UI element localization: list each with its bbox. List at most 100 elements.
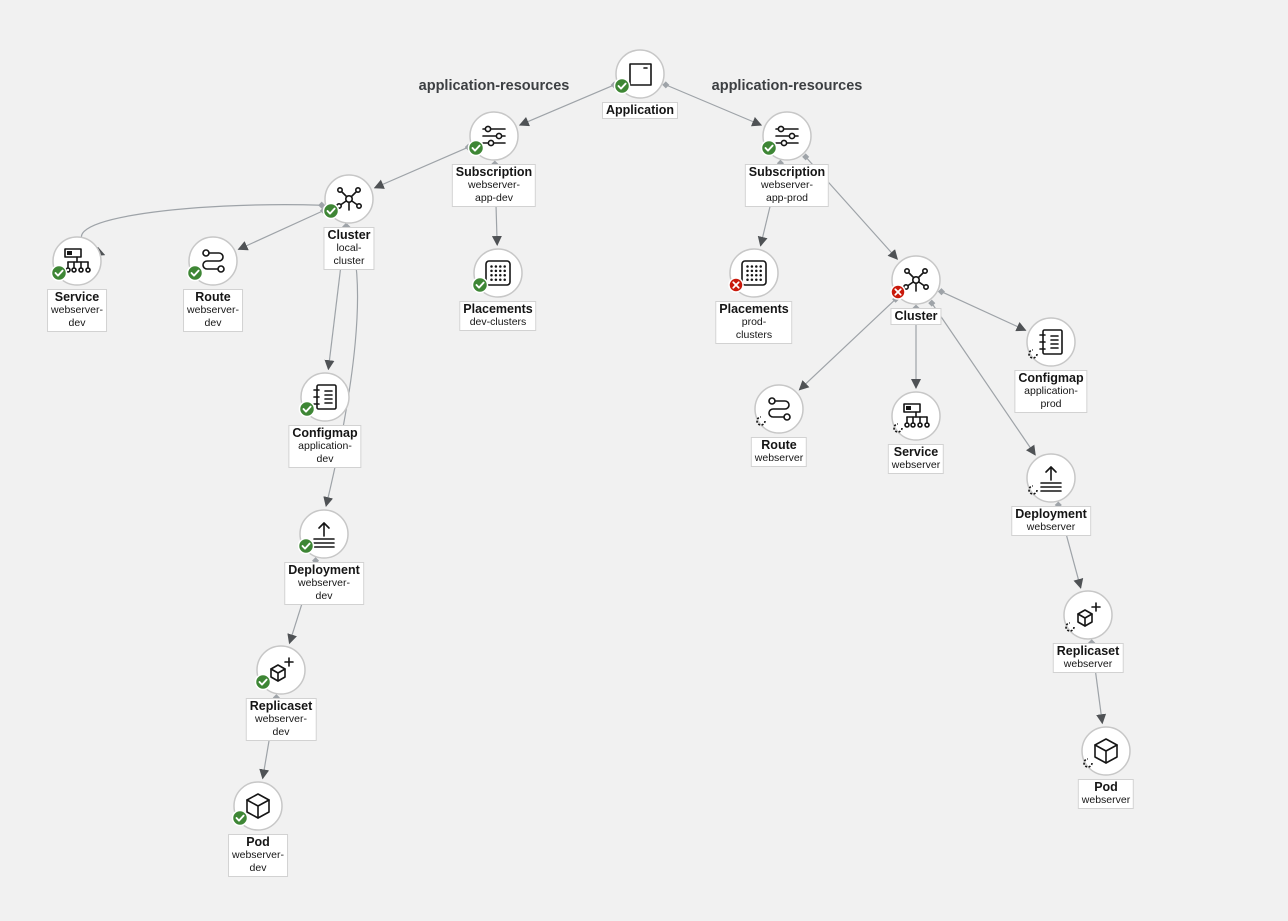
node-subtitle: application- (298, 440, 352, 452)
node-title: Deployment (288, 563, 360, 577)
placements-icon (741, 260, 767, 286)
replicaset-icon (270, 657, 294, 682)
node-title: Pod (1094, 780, 1118, 794)
node-svc-prod[interactable] (891, 391, 941, 441)
node-svc-dev[interactable] (50, 236, 102, 286)
node-pl-prod[interactable] (728, 248, 779, 298)
group-label-dev: application-resources (418, 78, 570, 94)
node-subtitle: prod- (741, 316, 767, 328)
node-title: Subscription (455, 165, 533, 179)
node-label-rs-prod: Replicaset webserver (1052, 643, 1124, 673)
status-pending-icon (1028, 349, 1038, 359)
node-label-app: Application (601, 102, 679, 119)
node-label-cm-prod: Configmap application-prod (1014, 370, 1088, 413)
node-dep-prod[interactable] (1026, 453, 1076, 503)
status-ok-icon (298, 400, 316, 418)
pod-icon (1094, 738, 1118, 764)
node-title: Placements (719, 302, 789, 316)
pod-icon (246, 793, 270, 819)
status-ok-icon (322, 202, 340, 220)
node-rt-dev[interactable] (186, 236, 238, 286)
node-label-pod-prod: Pod webserver (1077, 779, 1135, 809)
node-label-rt-dev: Route webserver-dev (183, 289, 243, 332)
node-label-cl-dev: Cluster local-cluster (323, 227, 375, 270)
status-pending-icon (893, 423, 903, 433)
edges-layer (80, 81, 1107, 780)
nodes-layer (50, 49, 1131, 831)
status-ok-icon (297, 537, 315, 555)
configmap-icon (1039, 329, 1063, 355)
status-pending-icon (1083, 758, 1093, 768)
node-subtitle: webserver (1026, 521, 1076, 533)
node-title: Pod (246, 835, 270, 849)
node-title: Service (54, 290, 100, 304)
node-subtitle: dev (204, 317, 222, 329)
node-label-cm-dev: Configmap application-dev (288, 425, 362, 468)
node-rt-prod[interactable] (754, 384, 804, 434)
node-label-sub-prod: Subscription webserver-app-prod (744, 164, 830, 207)
node-label-pl-dev: Placements dev-clusters (459, 301, 537, 331)
node-subtitle: webserver- (232, 849, 284, 861)
node-label-svc-prod: Service webserver (887, 444, 945, 474)
route-icon (768, 397, 791, 421)
node-title: Subscription (748, 165, 826, 179)
node-subtitle: dev (272, 726, 290, 738)
status-pending-icon (756, 416, 766, 426)
node-subtitle: dev-clusters (469, 316, 527, 328)
node-pl-dev[interactable] (471, 248, 523, 298)
edge-cl-dev-to-rt-dev (237, 207, 328, 251)
node-cl-dev[interactable] (322, 174, 374, 224)
node-title: Replicaset (249, 699, 313, 713)
status-ok-icon (471, 276, 489, 294)
node-subtitle: local- (336, 242, 362, 254)
edge-source-handle (937, 288, 945, 296)
route-icon (202, 249, 225, 273)
status-ok-icon (467, 139, 485, 157)
node-label-dep-prod: Deployment webserver (1011, 506, 1091, 536)
status-failed-icon (890, 284, 906, 300)
node-cm-dev[interactable] (298, 372, 350, 422)
node-title: Placements (463, 302, 533, 316)
node-subtitle: webserver- (187, 304, 239, 316)
node-pod-prod[interactable] (1081, 726, 1131, 776)
node-label-rs-dev: Replicaset webserver-dev (245, 698, 317, 741)
node-subtitle: dev (316, 453, 334, 465)
node-subtitle: app-dev (475, 192, 513, 204)
node-subtitle: webserver- (468, 179, 520, 191)
service-icon (64, 248, 91, 273)
node-rs-dev[interactable] (254, 645, 306, 695)
edge-cl-prod-to-cm-prod (937, 288, 1027, 332)
node-title: Service (893, 445, 939, 459)
edge-source-handle (662, 81, 670, 89)
node-subtitle: cluster (333, 255, 365, 267)
node-dep-dev[interactable] (297, 509, 349, 559)
status-ok-icon (613, 77, 631, 95)
node-cl-prod[interactable] (890, 255, 941, 305)
status-ok-icon (254, 673, 272, 691)
node-subtitle: webserver (1081, 794, 1131, 806)
deployment-icon (1040, 466, 1062, 492)
node-pod-dev[interactable] (231, 781, 283, 831)
cluster-icon (902, 267, 929, 292)
edge-source-handle (802, 153, 810, 161)
node-sub-prod[interactable] (760, 111, 812, 161)
node-title: Deployment (1015, 507, 1087, 521)
service-icon (903, 403, 930, 428)
node-subtitle: dev (68, 317, 86, 329)
node-title: Cluster (327, 228, 371, 242)
node-rs-prod[interactable] (1063, 590, 1113, 640)
node-sub-dev[interactable] (467, 111, 519, 161)
node-subtitle: webserver (754, 452, 804, 464)
node-title: Route (195, 290, 231, 304)
edge-app-to-sub-prod (662, 81, 763, 127)
edge-cl-prod-to-dep-prod (928, 299, 1036, 456)
node-title: Cluster (894, 309, 938, 323)
status-ok-icon (186, 264, 204, 282)
node-app[interactable] (613, 49, 665, 99)
node-title: Replicaset (1056, 644, 1120, 658)
node-cm-prod[interactable] (1026, 317, 1076, 367)
cluster-icon (335, 186, 362, 211)
node-subtitle: app-prod (765, 192, 809, 204)
node-title: Application (605, 103, 675, 117)
status-pending-icon (1028, 485, 1038, 495)
